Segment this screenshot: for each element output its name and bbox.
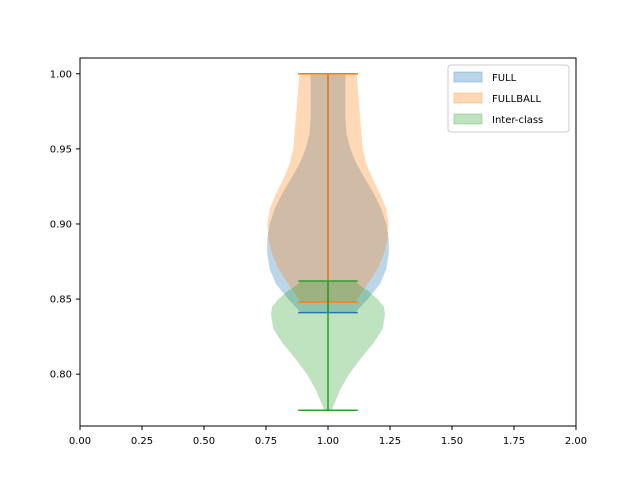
legend-box	[447, 64, 570, 133]
x-tick-label: 0.00	[69, 436, 91, 447]
x-tick-label: 0.25	[131, 436, 153, 447]
y-tick-label: 0.90	[50, 219, 72, 230]
legend-swatch-1	[453, 92, 483, 104]
x-tick-label: 1.00	[317, 436, 339, 447]
legend-label-2: Inter-class	[492, 115, 543, 126]
y-tick-label: 1.00	[50, 69, 72, 80]
x-axis: 0.00 0.25 0.50 0.75 1.00 1.25 1.50 1.75 2.00	[69, 426, 587, 447]
violin-whiskers	[298, 73, 358, 411]
legend-label-0: FULL	[492, 73, 517, 84]
y-tick-label: 0.85	[50, 295, 72, 306]
x-tick-label: 2.00	[565, 436, 587, 447]
legend-label-1: FULLBALL	[492, 94, 541, 105]
legend: FULL FULLBALL Inter-class	[447, 64, 570, 133]
legend-swatch-2	[453, 113, 483, 125]
y-tick-label: 0.80	[50, 370, 72, 381]
x-tick-label: 1.50	[441, 436, 463, 447]
y-axis: 0.80 0.85 0.90 0.95 1.00	[50, 69, 80, 381]
x-tick-label: 1.25	[379, 436, 401, 447]
x-tick-label: 1.75	[503, 436, 525, 447]
x-tick-label: 0.50	[193, 436, 215, 447]
x-tick-label: 0.75	[255, 436, 277, 447]
y-tick-label: 0.95	[50, 144, 72, 155]
legend-swatch-0	[453, 71, 483, 83]
